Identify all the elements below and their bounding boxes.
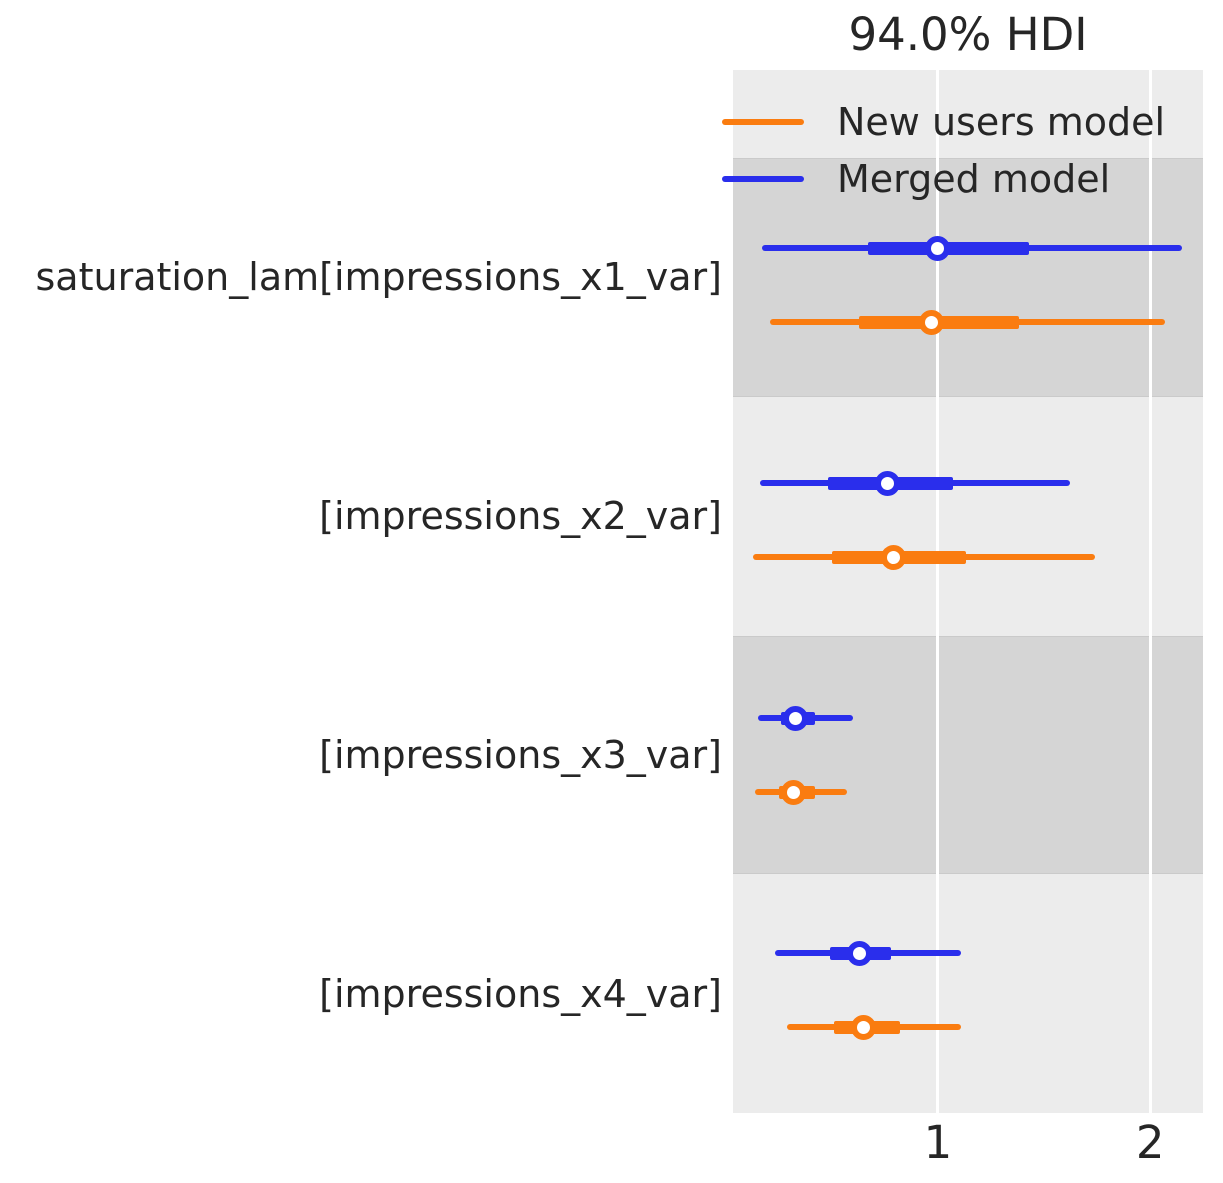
y-axis-label: [impressions_x3_var] [319, 732, 722, 777]
gridline [1148, 70, 1152, 1113]
legend-item: Merged model [722, 157, 1110, 201]
legend-label: New users model [837, 100, 1166, 144]
median-marker [846, 940, 872, 966]
median-marker [925, 235, 951, 261]
gridline [936, 70, 940, 1113]
legend-label: Merged model [837, 157, 1111, 201]
x-tick-label: 1 [923, 1116, 953, 1169]
chart-title: 94.0% HDI [848, 8, 1088, 61]
median-marker [783, 705, 809, 731]
legend-line-swatch [722, 119, 804, 125]
median-marker [919, 309, 945, 335]
y-axis-label: saturation_lam[impressions_x1_var] [35, 255, 723, 300]
shaded-band [733, 635, 1203, 875]
plot-area [733, 70, 1203, 1113]
legend-item: New users model [722, 100, 1165, 144]
y-axis-label: [impressions_x4_var] [319, 971, 722, 1016]
y-axis-label: [impressions_x2_var] [319, 494, 722, 539]
median-marker [781, 779, 807, 805]
median-marker [880, 544, 906, 570]
x-tick-label: 2 [1135, 1116, 1165, 1169]
legend-line-swatch [722, 176, 804, 182]
median-marker [874, 470, 900, 496]
shaded-band [733, 158, 1203, 397]
median-marker [851, 1014, 877, 1040]
